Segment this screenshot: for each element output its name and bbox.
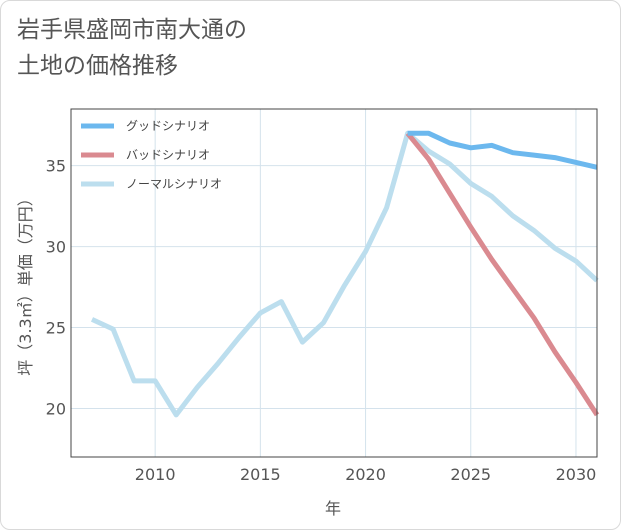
legend-label: ノーマルシナリオ [126, 177, 222, 191]
series-lines [90, 130, 600, 418]
y-axis-ticks: 20 25 30 35 [46, 157, 66, 419]
y-tick-label: 30 [46, 238, 66, 257]
series-line-1 [407, 130, 598, 170]
y-axis-title: 坪（3.3㎡）単価（万円） [16, 190, 35, 375]
y-tick-label: 20 [46, 399, 66, 418]
x-axis-ticks: 2010 2015 2020 2025 2030 [135, 465, 597, 484]
legend-label: バッドシナリオ [126, 148, 210, 162]
x-tick-label: 2025 [450, 465, 491, 484]
legend-label: グッドシナリオ [126, 119, 210, 133]
series-line-3 [90, 130, 599, 418]
plot-area-border [70, 108, 598, 458]
x-tick-label: 2015 [240, 465, 281, 484]
x-tick-label: 2020 [345, 465, 386, 484]
x-axis-title: 年 [325, 499, 341, 518]
x-tick-label: 2010 [135, 465, 176, 484]
y-tick-label: 25 [46, 319, 66, 338]
series-line-2 [405, 131, 600, 417]
chart-title: 岩手県盛岡市南大通の 土地の価格推移 [17, 17, 247, 79]
y-tick-label: 35 [46, 157, 66, 176]
grid-lines [71, 109, 597, 457]
x-tick-label: 2030 [556, 465, 597, 484]
